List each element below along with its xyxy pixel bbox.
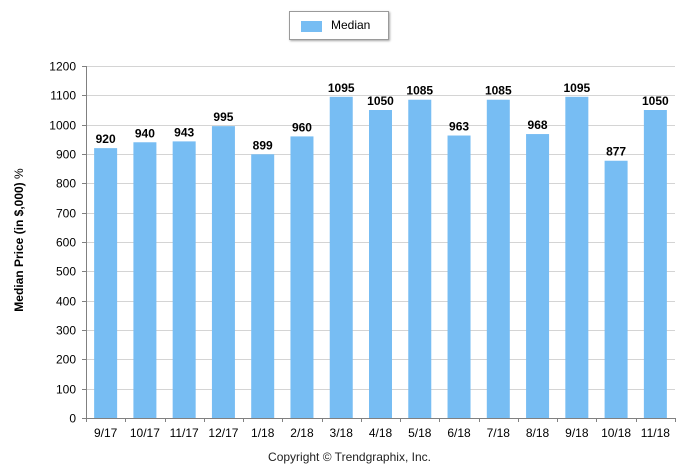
bar xyxy=(172,141,196,419)
x-tick-label: 3/18 xyxy=(330,426,354,440)
legend-label: Median xyxy=(331,18,371,32)
x-tick-label: 8/18 xyxy=(526,426,550,440)
data-label: 1085 xyxy=(406,84,433,98)
data-label: 1095 xyxy=(563,81,590,95)
y-tick-label: 700 xyxy=(56,207,76,221)
x-tick-label: 10/17 xyxy=(130,426,160,440)
y-tick-label: 200 xyxy=(56,353,76,367)
data-label: 1095 xyxy=(328,81,355,95)
data-label: 899 xyxy=(253,138,273,152)
bar xyxy=(290,136,314,418)
bar xyxy=(486,99,510,418)
y-axis-title: Median Price (in $,000) % xyxy=(12,168,26,311)
x-tick-label: 12/17 xyxy=(208,426,238,440)
bar xyxy=(251,154,275,418)
bar xyxy=(408,99,432,418)
y-tick-label: 1100 xyxy=(50,89,76,103)
y-tick-label: 100 xyxy=(56,383,76,397)
data-label: 1050 xyxy=(642,94,669,108)
x-tick-label: 11/17 xyxy=(170,426,199,440)
y-tick-label: 1000 xyxy=(49,119,76,133)
y-axis-unit: % xyxy=(12,168,26,179)
data-label: 940 xyxy=(135,126,155,140)
y-tick-label: 600 xyxy=(56,236,76,250)
x-tick-label: 6/18 xyxy=(447,426,471,440)
y-tick-label: 800 xyxy=(56,177,76,191)
data-label: 877 xyxy=(606,145,626,159)
bar xyxy=(94,148,118,418)
data-label: 943 xyxy=(174,125,194,139)
y-tick-label: 500 xyxy=(56,265,76,279)
y-tick-label: 0 xyxy=(69,412,76,426)
copyright-footer: Copyright © Trendgraphix, Inc. xyxy=(268,450,431,464)
x-tick-label: 4/18 xyxy=(369,426,393,440)
bar xyxy=(329,96,353,419)
data-label: 960 xyxy=(292,120,312,134)
bar xyxy=(643,110,667,418)
bar xyxy=(447,135,471,418)
x-tick-label: 9/18 xyxy=(565,426,589,440)
x-tick-label: 10/18 xyxy=(601,426,631,440)
bar xyxy=(565,96,589,419)
bar xyxy=(604,160,628,418)
legend: Median xyxy=(289,11,389,40)
x-tick-label: 7/18 xyxy=(487,426,511,440)
data-label: 968 xyxy=(528,118,548,132)
x-tick-label: 1/18 xyxy=(251,426,275,440)
bar xyxy=(133,142,157,418)
x-tick-label: 9/17 xyxy=(94,426,118,440)
x-tick-label: 11/18 xyxy=(641,426,670,440)
bar xyxy=(211,126,235,418)
y-tick-label: 300 xyxy=(56,324,76,338)
legend-swatch xyxy=(301,21,322,32)
data-label: 995 xyxy=(213,110,233,124)
y-tick-label: 1200 xyxy=(49,60,76,74)
y-tick-label: 900 xyxy=(56,148,76,162)
data-label: 963 xyxy=(449,120,469,134)
bar xyxy=(526,134,550,418)
y-axis-label: Median Price (in $,000) xyxy=(12,182,26,312)
data-label: 1085 xyxy=(485,84,512,98)
x-tick-label: 2/18 xyxy=(290,426,314,440)
bar xyxy=(369,110,392,418)
y-tick-label: 400 xyxy=(56,295,76,309)
data-label: 1050 xyxy=(367,94,394,108)
data-label: 920 xyxy=(96,132,116,146)
x-tick-label: 5/18 xyxy=(408,426,432,440)
